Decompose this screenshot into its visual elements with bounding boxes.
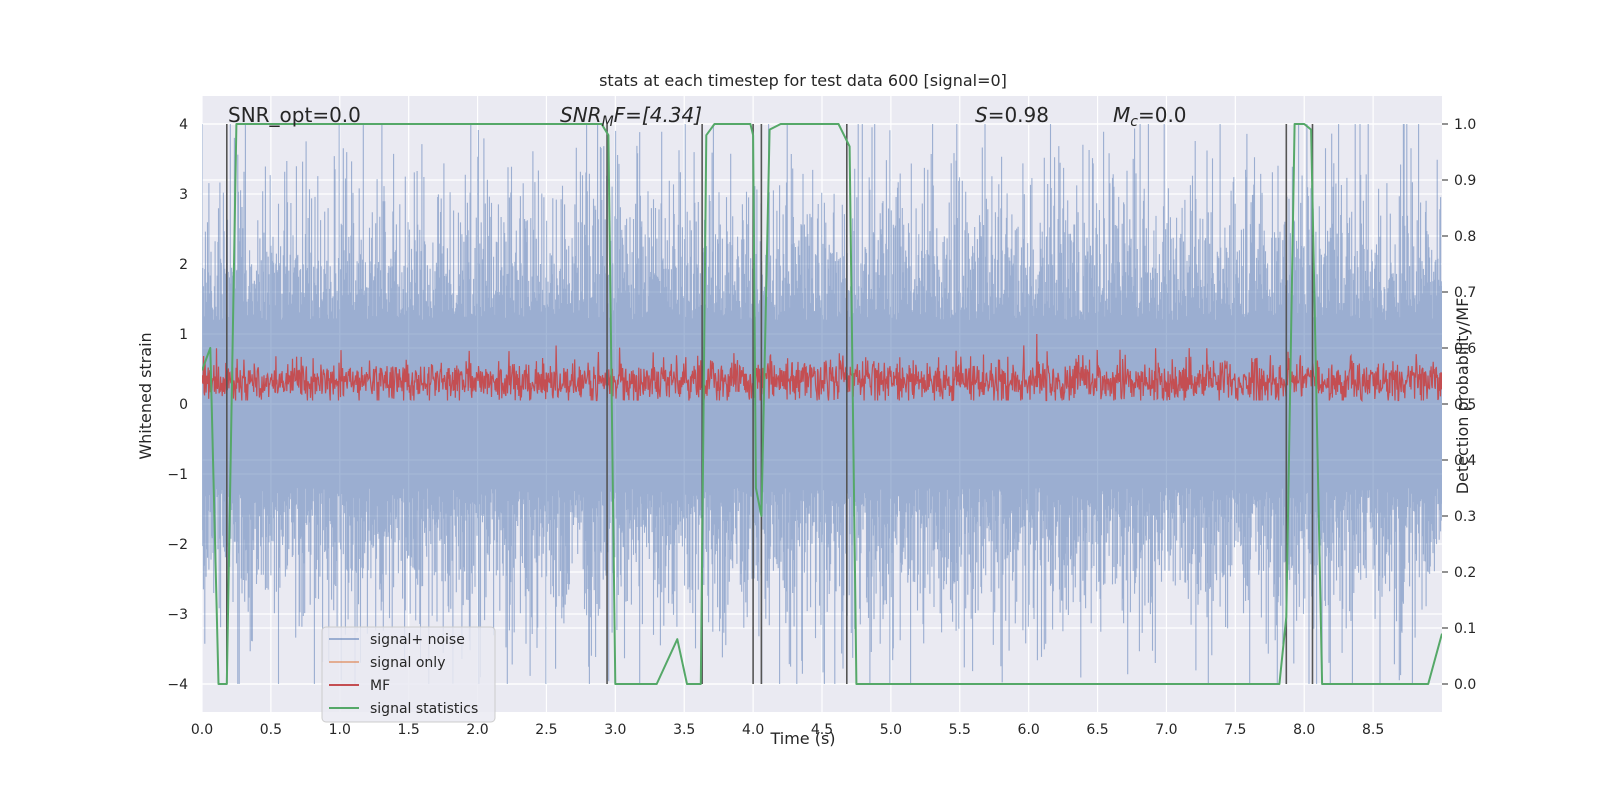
- mf-series: [202, 333, 1442, 403]
- x-tick-labels: 0.0 0.5 1.0 1.5 2.0 2.5 3.0 3.5 4.0 4.5 5.0 5.5 6.0 6…: [191, 722, 1384, 738]
- y-right-tick-label: 0.5: [1454, 397, 1476, 413]
- x-tick-label: 6.5: [1086, 722, 1108, 738]
- x-axis-label: Time (s): [769, 729, 835, 748]
- x-tick-label: 0.0: [191, 722, 213, 738]
- x-tick-label: 8.5: [1362, 722, 1384, 738]
- y-left-tick-label: −1: [167, 467, 188, 483]
- x-tick-label: 5.5: [949, 722, 971, 738]
- legend-label-signal-statistics: signal statistics: [370, 701, 478, 717]
- y-right-tick-label: 0.8: [1454, 229, 1476, 245]
- y-right-tick-label: 0.3: [1454, 509, 1476, 525]
- y-right-tick-labels: 1.0 0.9 0.8 0.7 0.6 0.5 0.4 0.3 0.2 0.1 0.0: [1442, 117, 1476, 693]
- x-tick-label: 1.0: [329, 722, 351, 738]
- y-right-tick-label: 0.9: [1454, 173, 1476, 189]
- chart-title: stats at each timestep for test data 600…: [599, 71, 1007, 90]
- y-right-tick-label: 0.7: [1454, 285, 1476, 301]
- x-tick-label: 1.5: [398, 722, 420, 738]
- mc-annotation: Mc=0.0: [1113, 103, 1187, 130]
- legend-label-signal-noise: signal+ noise: [370, 632, 465, 648]
- signal-statistics-line: [202, 123, 1442, 685]
- y-left-tick-label: 0: [179, 397, 188, 413]
- y-left-tick-label: −2: [167, 537, 188, 553]
- x-tick-label: 8.0: [1293, 722, 1315, 738]
- y-right-tick-label: 0.2: [1454, 565, 1476, 581]
- y-right-tick-label: 1.0: [1454, 117, 1476, 133]
- legend: signal+ noise signal only MF signal stat…: [321, 626, 496, 723]
- y-left-tick-label: −3: [167, 607, 188, 623]
- signal-statistics-series: [202, 123, 1442, 685]
- x-tick-label: 3.0: [604, 722, 626, 738]
- y-left-tick-label: −4: [167, 677, 188, 693]
- x-tick-label: 4.0: [742, 722, 764, 738]
- x-tick-label: 5.0: [880, 722, 902, 738]
- s-annotation: S=0.98: [975, 103, 1049, 127]
- snr-mf-annotation: SNRMF=[4.34]: [560, 103, 702, 130]
- x-tick-label: 7.5: [1224, 722, 1246, 738]
- x-tick-label: 4.5: [811, 722, 833, 738]
- x-tick-label: 2.0: [466, 722, 488, 738]
- y-right-tick-label: 0.0: [1454, 677, 1476, 693]
- x-tick-label: 2.5: [535, 722, 557, 738]
- x-tick-label: 0.5: [260, 722, 282, 738]
- y-right-tick-label: 0.1: [1454, 621, 1476, 637]
- snr-opt-annotation: SNR_opt=0.0: [228, 103, 361, 127]
- mf-line: [202, 333, 1442, 403]
- legend-label-signal-only: signal only: [370, 655, 445, 671]
- y-left-axis-label: Whitened strain: [136, 332, 155, 459]
- y-left-tick-label: 1: [179, 327, 188, 343]
- y-right-axis-label: Detection probability/MF: [1453, 298, 1472, 495]
- y-left-tick-label: 4: [179, 117, 188, 133]
- legend-box: [321, 626, 496, 723]
- y-left-tick-label: 3: [179, 187, 188, 203]
- y-left-tick-label: 2: [179, 257, 188, 273]
- y-left-tick-labels: 4 3 2 1 0 −1 −2 −3 −4: [167, 117, 188, 693]
- y-right-tick-label: 0.4: [1454, 453, 1476, 469]
- legend-label-mf: MF: [370, 678, 390, 694]
- y-right-tick-label: 0.6: [1454, 341, 1476, 357]
- x-tick-label: 3.5: [673, 722, 695, 738]
- x-tick-label: 6.0: [1018, 722, 1040, 738]
- x-tick-label: 7.0: [1155, 722, 1177, 738]
